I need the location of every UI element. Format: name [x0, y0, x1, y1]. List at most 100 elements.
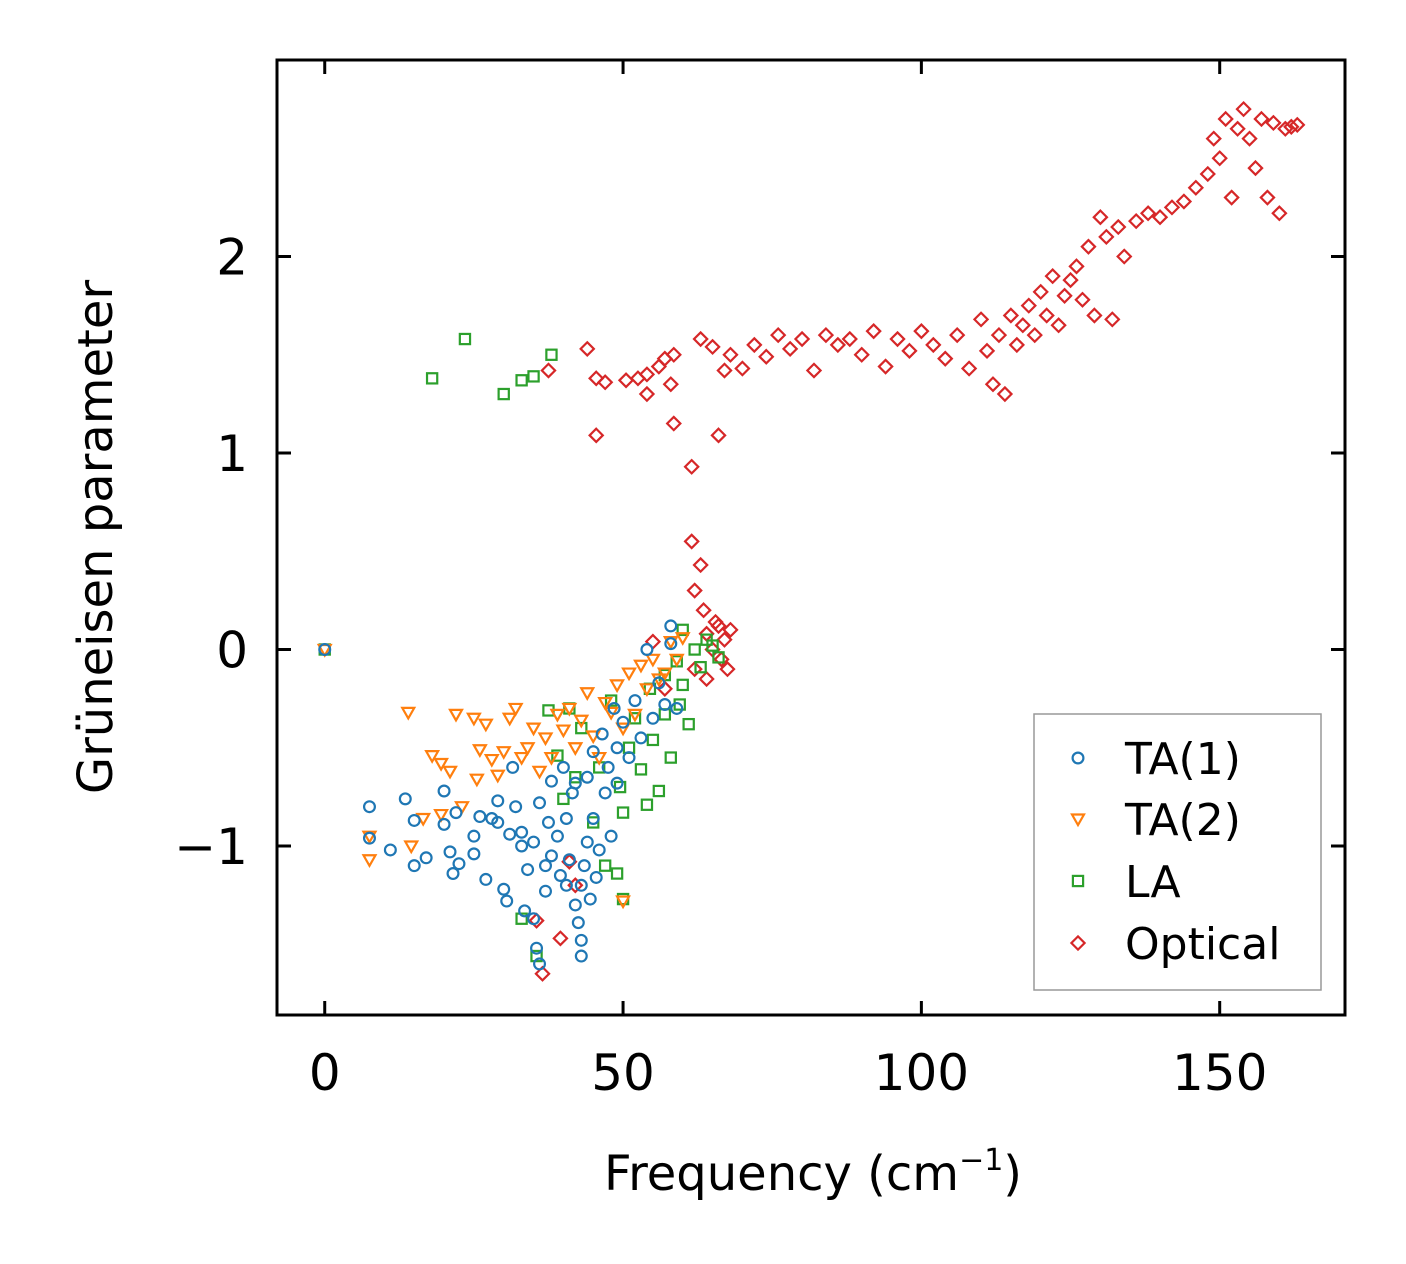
data-point — [537, 732, 554, 747]
data-point — [644, 653, 661, 668]
data-point — [585, 730, 602, 745]
data-point — [937, 350, 954, 367]
data-point — [658, 698, 672, 712]
data-point — [676, 678, 689, 692]
data-point — [817, 326, 835, 344]
data-point — [545, 348, 558, 361]
data-point — [419, 851, 433, 865]
data-point — [670, 701, 684, 715]
data-point — [533, 796, 547, 810]
data-point — [1283, 118, 1300, 135]
data-point — [1259, 189, 1276, 206]
x-axis-label: Frequency (cm−1) — [604, 1143, 1022, 1202]
data-point — [573, 714, 590, 729]
data-point — [501, 712, 518, 727]
data-point — [513, 751, 530, 766]
data-point — [853, 346, 870, 363]
data-point — [400, 706, 417, 721]
data-point — [665, 346, 682, 363]
data-point — [556, 760, 570, 774]
data-point — [604, 829, 618, 843]
legend-label-ta2: TA(2) — [1124, 795, 1241, 846]
data-point — [877, 358, 894, 375]
data-point — [544, 849, 558, 863]
data-point — [1289, 116, 1306, 134]
data-point — [567, 742, 584, 756]
data-point — [984, 376, 1002, 393]
data-point — [433, 757, 449, 772]
data-point — [616, 806, 630, 819]
data-point — [1217, 110, 1234, 128]
y-tick-label: 0 — [216, 622, 248, 680]
data-point — [568, 776, 582, 790]
legend-marker — [1071, 874, 1085, 888]
data-point — [559, 811, 573, 825]
data-point — [746, 336, 763, 354]
data-point — [407, 813, 421, 827]
data-point — [571, 916, 585, 930]
data-point — [586, 745, 600, 759]
data-point — [562, 853, 576, 867]
data-point — [528, 912, 545, 929]
data-point — [656, 667, 673, 682]
data-point — [617, 372, 635, 389]
data-point — [734, 360, 751, 377]
data-point — [544, 774, 558, 788]
data-point — [972, 311, 990, 328]
data-point — [518, 904, 532, 918]
data-point — [553, 868, 567, 882]
series-la — [318, 332, 725, 963]
data-point — [1002, 307, 1020, 324]
data-point — [1050, 317, 1067, 334]
data-point — [473, 810, 487, 824]
data-point — [610, 741, 624, 755]
data-point — [758, 348, 775, 365]
data-point — [362, 800, 376, 814]
data-point — [1110, 218, 1127, 236]
data-point — [634, 763, 648, 776]
data-point — [527, 370, 540, 383]
data-point — [1014, 317, 1031, 334]
data-point — [710, 617, 727, 635]
data-point — [515, 374, 528, 387]
data-point — [543, 751, 560, 766]
data-point — [527, 912, 541, 926]
data-point — [552, 930, 569, 947]
data-point — [713, 651, 730, 668]
data-point — [530, 941, 544, 955]
data-point — [497, 387, 510, 401]
data-point — [615, 722, 631, 737]
data-point — [507, 702, 524, 717]
data-point — [640, 643, 654, 657]
data-point — [561, 702, 578, 717]
data-point — [1098, 228, 1115, 246]
data-point — [1139, 205, 1157, 222]
data-point — [646, 711, 660, 725]
data-point — [598, 859, 612, 872]
data-point — [503, 827, 517, 841]
data-point — [1241, 130, 1258, 147]
data-point — [398, 792, 412, 806]
data-point — [533, 957, 547, 971]
data-point — [646, 733, 660, 747]
data-point — [557, 792, 570, 806]
data-point — [1020, 297, 1037, 314]
data-point — [633, 659, 649, 674]
data-point — [913, 323, 930, 340]
plot-area — [316, 100, 1306, 982]
data-point — [597, 374, 614, 391]
axis-ticks: 0 50 100 150 −1 0 1 2 — [174, 60, 1345, 1102]
data-point — [668, 653, 685, 668]
data-point — [425, 372, 439, 385]
data-point — [640, 798, 654, 811]
data-point — [477, 718, 494, 733]
data-point — [704, 338, 721, 356]
data-point — [604, 694, 618, 707]
data-point — [627, 708, 643, 723]
data-point — [568, 898, 582, 912]
data-point — [361, 854, 378, 868]
data-point — [442, 765, 458, 780]
data-point — [577, 859, 591, 873]
data-point — [629, 370, 647, 387]
data-point — [1008, 336, 1025, 354]
